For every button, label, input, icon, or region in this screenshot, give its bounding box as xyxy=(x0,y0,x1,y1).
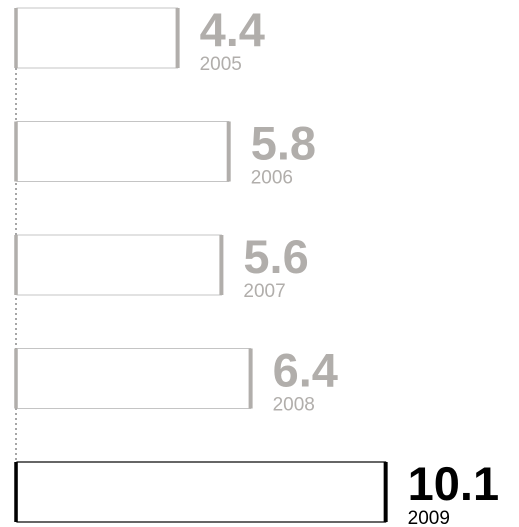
value-label: 4.4 xyxy=(200,3,265,56)
year-label: 2007 xyxy=(243,281,285,302)
year-label: 2008 xyxy=(273,395,315,416)
value-label: 5.6 xyxy=(243,230,308,283)
year-label: 2009 xyxy=(408,508,450,527)
bar xyxy=(16,121,230,182)
value-label: 5.8 xyxy=(251,117,316,170)
bar xyxy=(16,348,252,409)
bar xyxy=(16,7,179,69)
bar xyxy=(16,461,387,523)
year-label: 2005 xyxy=(200,54,242,75)
value-label: 10.1 xyxy=(408,457,499,510)
year-label: 2006 xyxy=(251,168,293,189)
value-label: 6.4 xyxy=(273,344,338,397)
bar xyxy=(16,234,222,296)
